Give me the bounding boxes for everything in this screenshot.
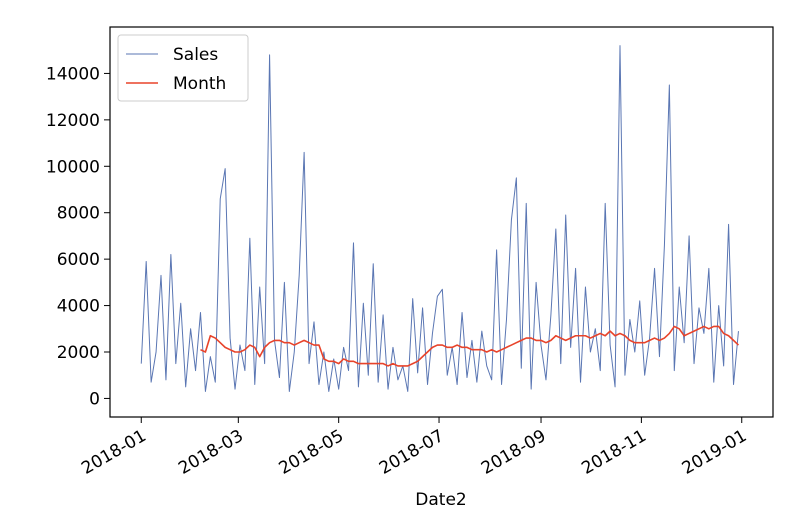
y-tick-label: 6000 bbox=[57, 250, 100, 270]
y-tick-label: 12000 bbox=[46, 111, 100, 131]
legend-label: Sales bbox=[173, 45, 218, 65]
legend-label: Month bbox=[173, 74, 226, 94]
y-tick-label: 4000 bbox=[57, 297, 100, 317]
plot-area bbox=[140, 45, 739, 392]
x-axis-label: Date2 bbox=[415, 490, 466, 510]
plot-frame bbox=[109, 26, 774, 418]
y-tick-label: 2000 bbox=[57, 343, 100, 363]
series-line bbox=[200, 325, 739, 367]
series-line bbox=[140, 45, 739, 392]
y-tick-label: 8000 bbox=[57, 204, 100, 224]
y-tick-label: 14000 bbox=[46, 64, 100, 84]
y-tick-label: 10000 bbox=[46, 157, 100, 177]
legend-box bbox=[117, 34, 249, 102]
y-tick-label: 0 bbox=[89, 389, 100, 409]
